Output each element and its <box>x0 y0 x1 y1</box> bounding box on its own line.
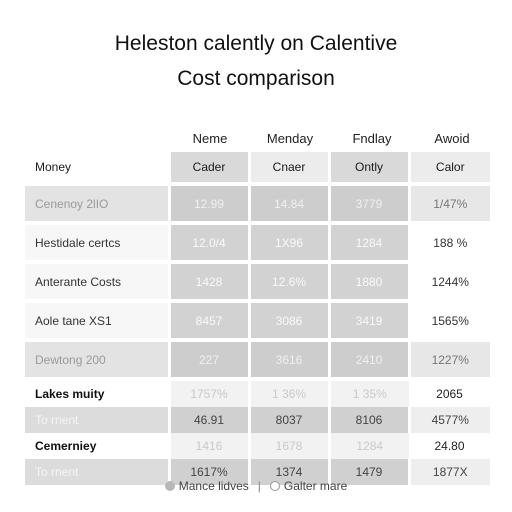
table-cell: 4577% <box>407 407 490 433</box>
table-cell: Cader <box>167 152 249 182</box>
table-cell: 3419 <box>327 303 409 338</box>
row-label: To rnent <box>25 459 169 485</box>
table-cell: 1374 <box>247 459 329 485</box>
table-row: Cenenoy 2lIO 12.99 14.84 3779 1/47% <box>25 186 490 221</box>
table-cell: 8037 <box>247 407 329 433</box>
column-header-3: Fndlay <box>352 131 392 146</box>
row-label: To rnent <box>25 407 169 433</box>
table-cell: Calor <box>407 152 490 182</box>
table-cell: 1 36% <box>247 381 329 407</box>
row-label: Dewtong 200 <box>25 342 169 377</box>
table-cell: 1416 <box>167 433 249 459</box>
hollow-circle-icon <box>269 481 280 491</box>
table-cell: 227 <box>167 342 249 377</box>
row-label: Hestidale certcs <box>25 225 169 260</box>
table-cell: 14.84 <box>247 186 329 221</box>
table-row: Aole tane XS1 8457 3086 3419 1565% <box>25 303 490 338</box>
row-label: Cenenoy 2lIO <box>25 186 169 221</box>
section-label: Lakes muity <box>25 381 169 407</box>
table-cell: 12.6% <box>247 264 329 299</box>
table-cell: 8106 <box>327 407 409 433</box>
table-cell: Cnaer <box>247 152 329 182</box>
table-row: Dewtong 200 227 3616 2410 1227% <box>25 342 490 377</box>
column-header-2: Menday <box>266 131 314 146</box>
column-header-4: Awoid <box>434 131 470 146</box>
page-title: Heleston calently on Calentive <box>114 32 398 55</box>
table-cell: 2410 <box>327 342 409 377</box>
section-label: Cemerniey <box>25 433 169 459</box>
table-cell: 1X96 <box>247 225 329 260</box>
table-cell: 1877X <box>407 459 490 485</box>
legend-item-2: Galter mare <box>283 479 348 493</box>
row-label: Money <box>25 152 169 182</box>
page-subtitle: Cost comparison <box>177 67 335 90</box>
section-row: Lakes muity 1757% 1 36% 1 35% 2065 <box>25 381 490 407</box>
table-cell: 3779 <box>327 186 409 221</box>
table-cell: 46.91 <box>167 407 249 433</box>
table-cell: 1/47% <box>407 186 490 221</box>
table-cell: 24.80 <box>409 433 490 459</box>
table-cell: 1678 <box>247 433 329 459</box>
table-cell: 1880 <box>327 264 409 299</box>
legend: Mance lidves | Galter mare <box>0 479 512 493</box>
legend-separator: | <box>257 479 261 493</box>
cost-comparison-table: Money Cader Cnaer Ontly Calor Cenenoy 2l… <box>25 152 490 485</box>
table-cell: 188 % <box>407 225 490 260</box>
filled-circle-icon <box>164 481 175 491</box>
table-cell: 3616 <box>247 342 329 377</box>
row-label: Aole tane XS1 <box>25 303 169 338</box>
table-cell: 1565% <box>407 303 490 338</box>
table-row: Hestidale certcs 12.0/4 1X96 1284 188 % <box>25 225 490 260</box>
row-label: Anterante Costs <box>25 264 169 299</box>
table-cell: 1227% <box>407 342 490 377</box>
table-cell: 1617% <box>167 459 249 485</box>
column-header-1: Neme <box>192 131 228 146</box>
table-row: Anterante Costs 1428 12.6% 1880 1244% <box>25 264 490 299</box>
subtotal-row: To rnent 1617% 1374 1479 1877X <box>25 459 490 485</box>
table-cell: Ontly <box>327 152 409 182</box>
table-cell: 12.99 <box>167 186 249 221</box>
subtotal-row: To rnent 46.91 8037 8106 4577% <box>25 407 490 433</box>
table-cell: 1284 <box>327 225 409 260</box>
table-cell: 2065 <box>409 381 490 407</box>
table-cell: 8457 <box>167 303 249 338</box>
table-cell: 3086 <box>247 303 329 338</box>
table-cell: 12.0/4 <box>167 225 249 260</box>
legend-item-1: Mance lidves <box>178 479 249 493</box>
table-cell: 1 35% <box>327 381 409 407</box>
table-cell: 1428 <box>167 264 249 299</box>
table-cell: 1479 <box>327 459 409 485</box>
table-cell: 1284 <box>327 433 409 459</box>
section-row: Cemerniey 1416 1678 1284 24.80 <box>25 433 490 459</box>
table-cell: 1244% <box>407 264 490 299</box>
table-cell: 1757% <box>167 381 249 407</box>
table-header-row: Money Cader Cnaer Ontly Calor <box>25 152 490 182</box>
